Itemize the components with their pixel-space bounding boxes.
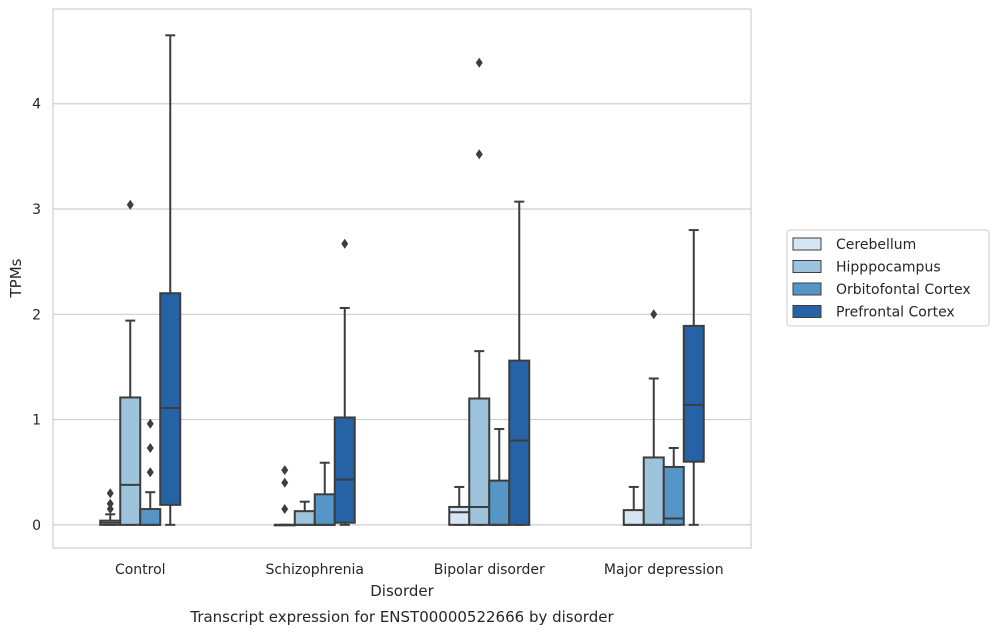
box [159,34,182,526]
y-tick-label: 3 [32,202,41,218]
outlier-point [650,309,658,320]
box [99,488,122,526]
y-tick-labels: 0 1 2 3 4 [32,97,41,534]
outlier-point [341,238,349,249]
y-tick-label: 1 [32,413,41,429]
x-tick-label: Control [115,562,166,578]
legend-entry-label: Hipppocampus [836,260,941,276]
box-body [139,508,162,526]
outlier-point [281,504,289,515]
y-tick-label: 4 [32,97,41,113]
box-body [682,324,705,463]
box-body [448,505,471,526]
box [662,446,685,526]
legend-swatch [792,237,822,251]
legend-swatch [792,305,822,318]
box-body [293,510,316,526]
x-tick-label: Schizophrenia [266,562,364,578]
y-tick-label: 2 [32,307,41,323]
box-body [662,465,685,526]
legend: Cerebellum Hipppocampus Orbitofontal Corte… [786,229,990,327]
box [139,418,162,526]
y-axis-label: TPMs [7,258,25,298]
outlier-point [106,504,114,515]
outlier-point [281,477,289,488]
outlier-point [475,57,483,68]
box [642,309,665,526]
legend-swatch [792,282,822,296]
box [622,485,645,526]
legend-swatch [792,260,822,273]
x-axis-label: Disorder [370,582,434,600]
outlier-point [106,498,114,509]
x-tick-label: Bipolar disorder [434,562,545,578]
x-tick-label: Major depression [604,562,724,578]
outlier-point [146,467,154,478]
outlier-point [126,199,134,210]
box-body [508,359,531,526]
box-body [488,479,511,526]
box [682,229,705,526]
box-body [642,456,665,526]
x-tick-labels: Control Schizophrenia Bipolar disorder Majo… [115,562,724,578]
box-body [159,292,182,506]
box-body [333,416,356,524]
outlier-point [475,149,483,160]
box [313,461,336,526]
legend-frame [786,229,990,327]
legend-entry-label: Prefrontal Cortex [836,305,955,321]
chart-caption: Transcript expression for ENST0000052266… [189,608,614,626]
box [468,57,491,526]
box [488,428,511,526]
outlier-point [146,418,154,429]
box-body [468,397,491,526]
y-tick-label: 0 [32,518,41,534]
box-body [313,493,336,526]
box-body [622,509,645,526]
outlier-point [281,465,289,476]
outlier-point [146,442,154,453]
outlier-point [106,488,114,499]
legend-entry-label: Cerebellum [836,237,916,253]
box-body [119,396,142,526]
box [119,199,142,526]
box-series [99,34,705,527]
plot-area-frame [52,8,752,549]
legend-entry-label: Orbitofontal Cortex [836,282,971,298]
box [508,200,531,526]
box [333,238,356,526]
